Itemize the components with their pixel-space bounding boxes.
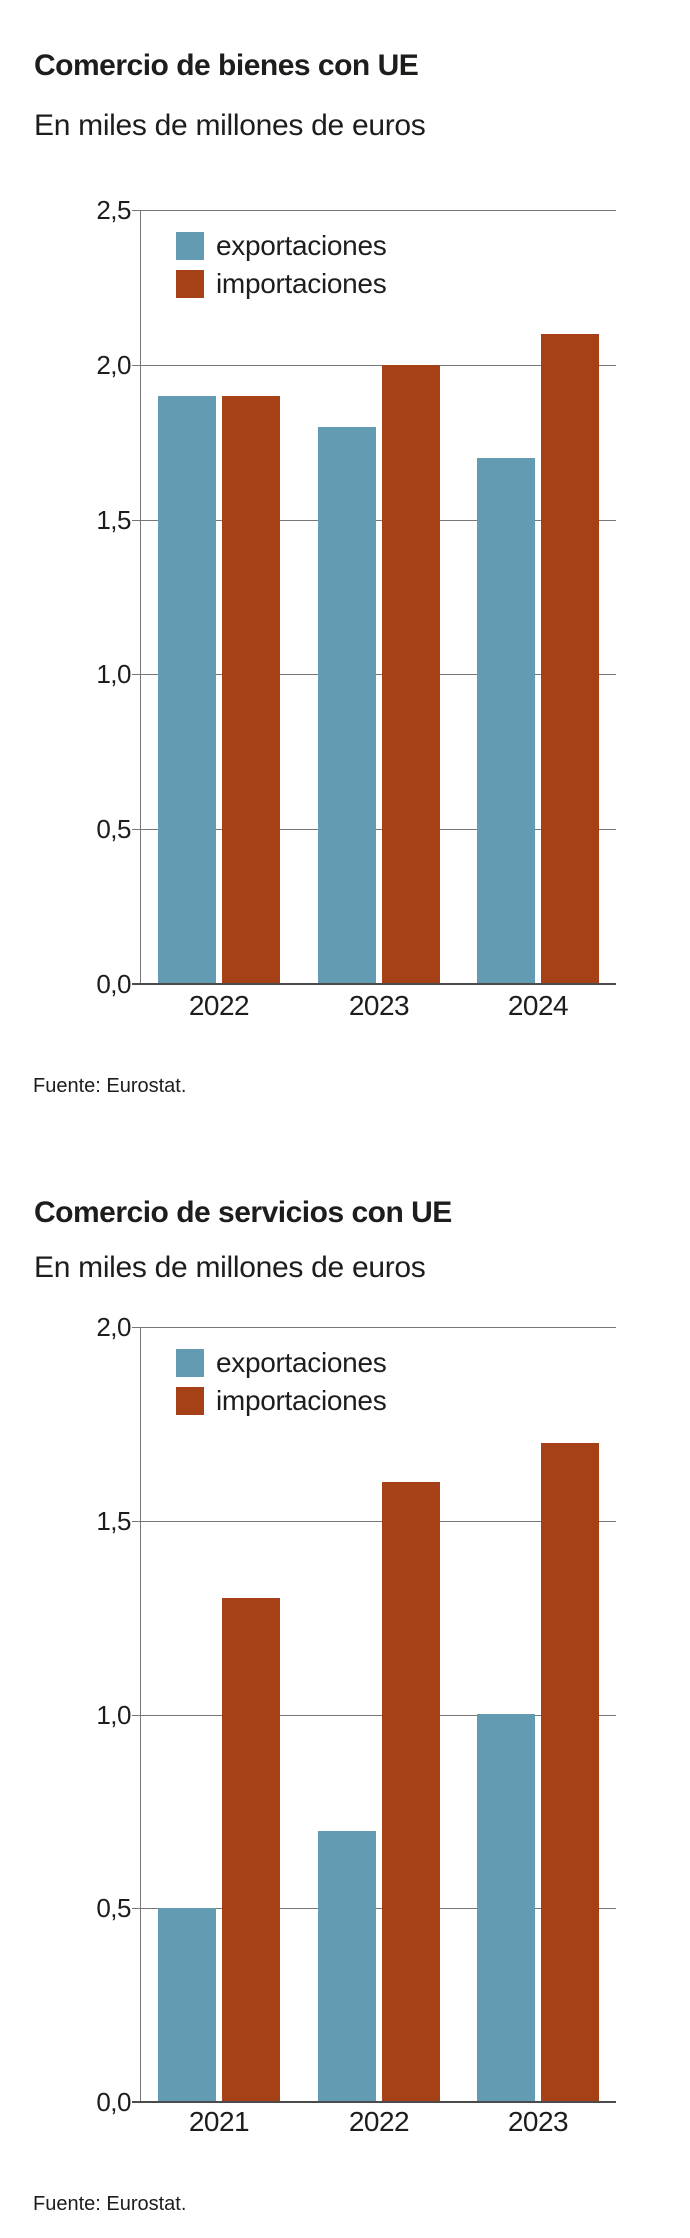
gridline-2,5 <box>132 210 616 211</box>
gridline-2,0 <box>132 1327 616 1328</box>
legend-item-exportaciones: exportaciones <box>176 1344 387 1382</box>
x-axis-label-2022: 2022 <box>348 2106 410 2137</box>
y-tick-label: 1,0 <box>96 1700 131 1730</box>
source-note: Fuente: Eurostat. <box>33 2193 187 2215</box>
x-axis-baseline <box>132 983 616 985</box>
x-axis-label-2023: 2023 <box>348 990 410 1021</box>
gridline-2,0 <box>132 365 616 366</box>
bar-importaciones-2022 <box>382 1482 440 2102</box>
source-note: Fuente: Eurostat. <box>33 1075 187 1097</box>
x-axis-label-2024: 2024 <box>507 990 569 1021</box>
x-axis-baseline <box>132 2101 616 2103</box>
bar-importaciones-2023 <box>382 365 440 984</box>
legend-label: exportaciones <box>216 230 387 261</box>
bar-importaciones-2023 <box>541 1443 599 2102</box>
x-axis-label-2023: 2023 <box>507 2106 569 2137</box>
bar-importaciones-2024 <box>541 334 599 984</box>
y-tick-label: 2,5 <box>96 195 131 225</box>
bar-importaciones-2022 <box>222 396 280 984</box>
bar-exportaciones-2021 <box>158 1908 216 2102</box>
legend-label: importaciones <box>216 1385 387 1416</box>
bar-importaciones-2021 <box>222 1598 280 2102</box>
y-axis-line <box>140 210 141 985</box>
bar-exportaciones-2022 <box>158 396 216 984</box>
x-axis-label-2022: 2022 <box>188 990 250 1021</box>
y-tick-label: 2,0 <box>96 350 131 380</box>
chart-subtitle: En miles de millones de euros <box>34 108 426 142</box>
gridline-1,5 <box>132 1521 616 1522</box>
x-axis-label-2021: 2021 <box>188 2106 250 2137</box>
legend: exportaciones importaciones <box>176 227 387 303</box>
legend-label: exportaciones <box>216 1347 387 1378</box>
y-tick-label: 1,5 <box>96 1506 131 1536</box>
legend: exportaciones importaciones <box>176 1344 387 1420</box>
importaciones-swatch-icon <box>176 270 204 298</box>
y-tick-label: 0,5 <box>96 1893 131 1923</box>
legend-item-importaciones: importaciones <box>176 265 387 303</box>
bar-exportaciones-2023 <box>318 427 376 984</box>
chart-title: Comercio de servicios con UE <box>34 1196 452 1230</box>
y-tick-label: 0,0 <box>96 2087 131 2117</box>
y-axis-line <box>140 1327 141 2103</box>
chart-title: Comercio de bienes con UE <box>34 49 419 83</box>
chart-subtitle: En miles de millones de euros <box>34 1250 426 1284</box>
y-tick-label: 1,0 <box>96 659 131 689</box>
gridline-1,0 <box>132 1715 616 1716</box>
importaciones-swatch-icon <box>176 1387 204 1415</box>
exportaciones-swatch-icon <box>176 232 204 260</box>
legend-item-exportaciones: exportaciones <box>176 227 387 265</box>
legend-label: importaciones <box>216 268 387 299</box>
y-tick-label: 0,5 <box>96 814 131 844</box>
bar-exportaciones-2023 <box>477 1714 535 2102</box>
bar-exportaciones-2022 <box>318 1831 376 2102</box>
exportaciones-swatch-icon <box>176 1349 204 1377</box>
y-tick-label: 2,0 <box>96 1312 131 1342</box>
legend-item-importaciones: importaciones <box>176 1382 387 1420</box>
bar-exportaciones-2024 <box>477 458 535 984</box>
y-tick-label: 0,0 <box>96 969 131 999</box>
y-tick-label: 1,5 <box>96 505 131 535</box>
